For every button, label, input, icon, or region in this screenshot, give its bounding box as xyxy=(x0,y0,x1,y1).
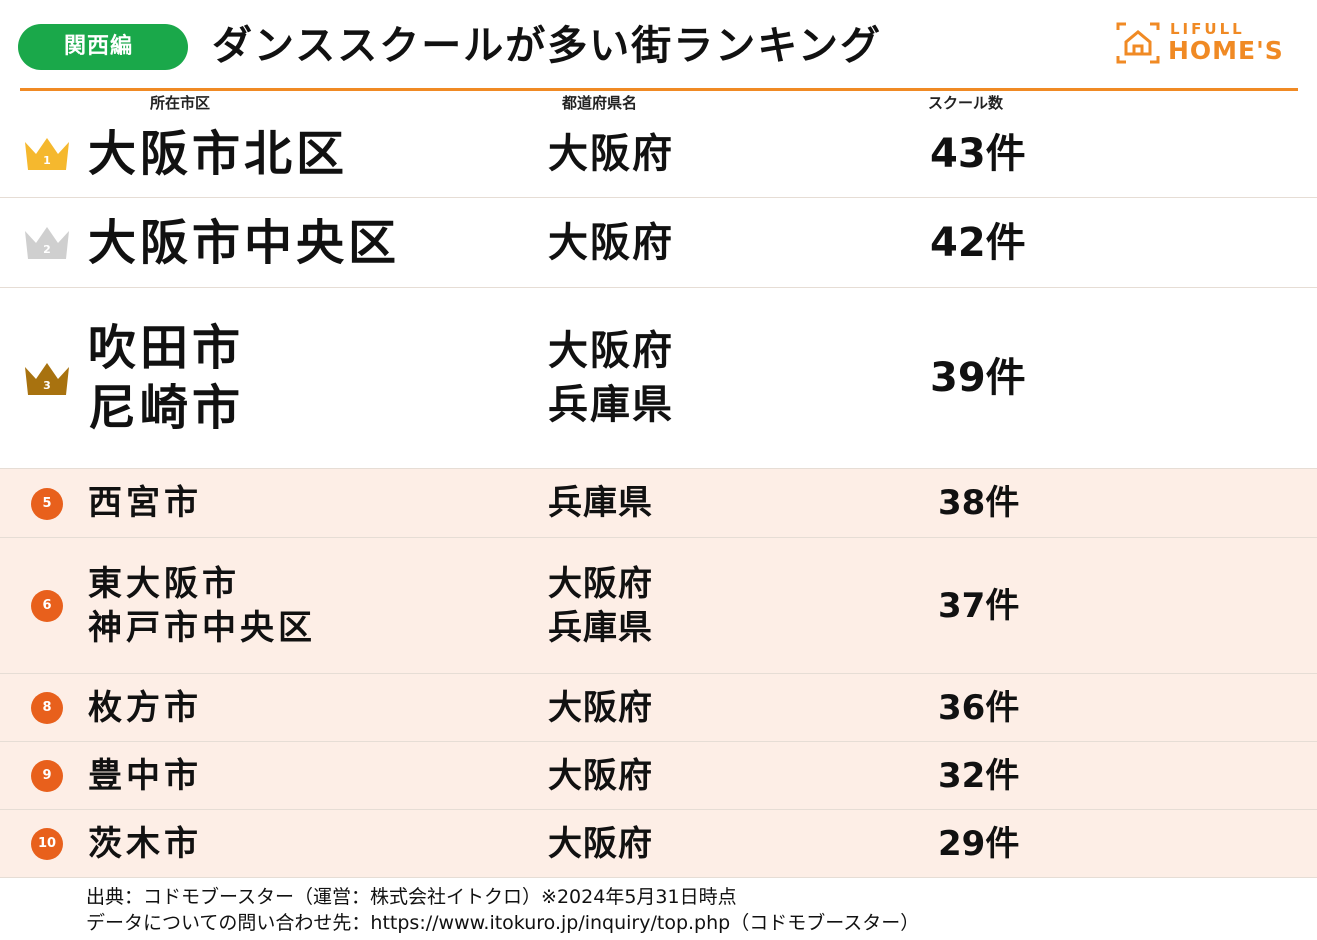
page-title: ダンススクールが多い街ランキング xyxy=(212,23,882,69)
prefecture-cell-text: 兵庫県 xyxy=(548,607,653,648)
count-cell: 29件 xyxy=(938,810,1019,877)
lifull-homes-logo: LIFULL HOME'S xyxy=(1116,20,1296,68)
city-cell: 茨木市 xyxy=(88,810,202,877)
city-cell: 東大阪市 神戸市中央区 xyxy=(88,538,316,673)
city-cell: 大阪市中央区 xyxy=(88,198,400,287)
count-cell-text: 32件 xyxy=(938,755,1020,796)
city-cell: 吹田市 尼崎市 xyxy=(88,288,244,468)
city-cell-text: 西宮市 xyxy=(88,483,202,523)
prefecture-cell: 兵庫県 xyxy=(548,469,653,537)
city-cell-text: 枚方市 xyxy=(88,687,202,728)
count-cell: 43件 xyxy=(930,110,1026,197)
rank-circle-icon: 5 xyxy=(31,487,63,520)
count-cell: 38件 xyxy=(938,469,1019,537)
table-row: 6 東大阪市 神戸市中央区 大阪府 兵庫県 37件 xyxy=(0,538,1317,674)
city-cell: 西宮市 xyxy=(88,469,202,537)
prefecture-cell-text: 兵庫県 xyxy=(548,483,653,523)
rank-circle-icon: 10 xyxy=(31,828,63,860)
table-row: 2 大阪市中央区 大阪府 42件 xyxy=(0,198,1317,288)
prefecture-cell: 大阪府 xyxy=(548,742,653,809)
table-row: 1 大阪市北区 大阪府 43件 xyxy=(0,110,1317,198)
header-divider xyxy=(20,88,1298,91)
count-cell: 39件 xyxy=(930,288,1026,468)
prefecture-cell-text: 大阪府 xyxy=(548,755,653,796)
header: 関西編 ダンススクールが多い街ランキング LIFULL HOME'S xyxy=(0,0,1317,92)
city-cell-text: 吹田市 xyxy=(88,320,245,376)
prefecture-cell-text: 大阪府 xyxy=(548,563,653,604)
table-row: 10 茨木市 大阪府 29件 xyxy=(0,810,1317,878)
prefecture-cell: 大阪府 xyxy=(548,674,653,741)
city-cell-text: 大阪市北区 xyxy=(88,125,349,182)
rank-circle-icon: 9 xyxy=(31,760,63,792)
count-cell-text: 36件 xyxy=(938,687,1020,728)
city-cell: 豊中市 xyxy=(88,742,202,809)
logo-text-homes: HOME'S xyxy=(1168,36,1284,65)
count-cell-text: 29件 xyxy=(938,823,1020,864)
count-cell-text: 42件 xyxy=(930,219,1026,266)
prefecture-cell-text: 大阪府 xyxy=(548,687,653,728)
prefecture-cell-text: 大阪府 xyxy=(548,219,674,266)
prefecture-cell: 大阪府 xyxy=(548,810,653,877)
prefecture-cell-text: 大阪府 xyxy=(548,823,653,864)
rank-circle-icon: 8 xyxy=(31,692,63,724)
city-cell-text: 東大阪市 xyxy=(88,563,240,604)
count-cell: 32件 xyxy=(938,742,1019,809)
house-icon xyxy=(1116,22,1160,64)
city-cell-text: 茨木市 xyxy=(88,823,202,864)
count-cell-text: 39件 xyxy=(930,355,1026,401)
count-cell: 37件 xyxy=(938,538,1019,673)
table-row: 3 吹田市 尼崎市 大阪府兵庫県 39件 xyxy=(0,288,1317,469)
prefecture-cell-text: 兵庫県 xyxy=(548,382,674,428)
prefecture-cell: 大阪府 xyxy=(548,110,674,197)
footer-inquiry: データについての問い合わせ先：https://www.itokuro.jp/in… xyxy=(86,912,920,934)
prefecture-cell-text: 大阪府 xyxy=(548,328,674,374)
logo-text-lifull: LIFULL xyxy=(1170,20,1245,38)
count-cell: 36件 xyxy=(938,674,1019,741)
city-cell: 枚方市 xyxy=(88,674,202,741)
table-row: 9 豊中市 大阪府 32件 xyxy=(0,742,1317,810)
rank-number: 1 xyxy=(43,154,51,167)
table-row: 5 西宮市 兵庫県 38件 xyxy=(0,469,1317,538)
count-cell-text: 38件 xyxy=(938,483,1020,523)
city-cell-text: 尼崎市 xyxy=(88,380,245,436)
column-header-city: 所在市区 xyxy=(150,94,211,112)
rank-circle-icon: 6 xyxy=(31,590,63,622)
silver-crown-icon: 2 xyxy=(22,223,72,263)
city-cell-text: 豊中市 xyxy=(88,755,202,796)
prefecture-cell-text: 大阪府 xyxy=(548,130,674,177)
footer: 出典：コドモブースター（運営：株式会社イトクロ）※2024年5月31日時点 デー… xyxy=(86,884,919,936)
city-cell: 大阪市北区 xyxy=(88,110,348,197)
bronze-crown-icon: 3 xyxy=(22,359,72,399)
prefecture-cell: 大阪府 兵庫県 xyxy=(548,538,653,673)
prefecture-cell: 大阪府 兵庫県 xyxy=(548,288,674,468)
count-cell-text: 37件 xyxy=(938,585,1020,626)
prefecture-cell: 大阪府 xyxy=(548,198,674,287)
count-cell-text: 43件 xyxy=(930,130,1026,177)
region-badge: 関西編 xyxy=(18,24,188,70)
rank-number: 3 xyxy=(43,379,51,392)
rank-number: 2 xyxy=(43,243,51,256)
gold-crown-icon: 1 xyxy=(22,134,72,174)
city-cell-text: 大阪市中央区 xyxy=(88,214,401,271)
count-cell: 42件 xyxy=(930,198,1026,287)
column-header-prefecture: 都道府県名 xyxy=(562,94,638,112)
column-header-count: スクール数 xyxy=(928,94,1004,112)
table-row: 8 枚方市 大阪府 36件 xyxy=(0,674,1317,742)
footer-source: 出典：コドモブースター（運営：株式会社イトクロ）※2024年5月31日時点 xyxy=(86,886,737,908)
city-cell-text: 神戸市中央区 xyxy=(88,607,316,648)
